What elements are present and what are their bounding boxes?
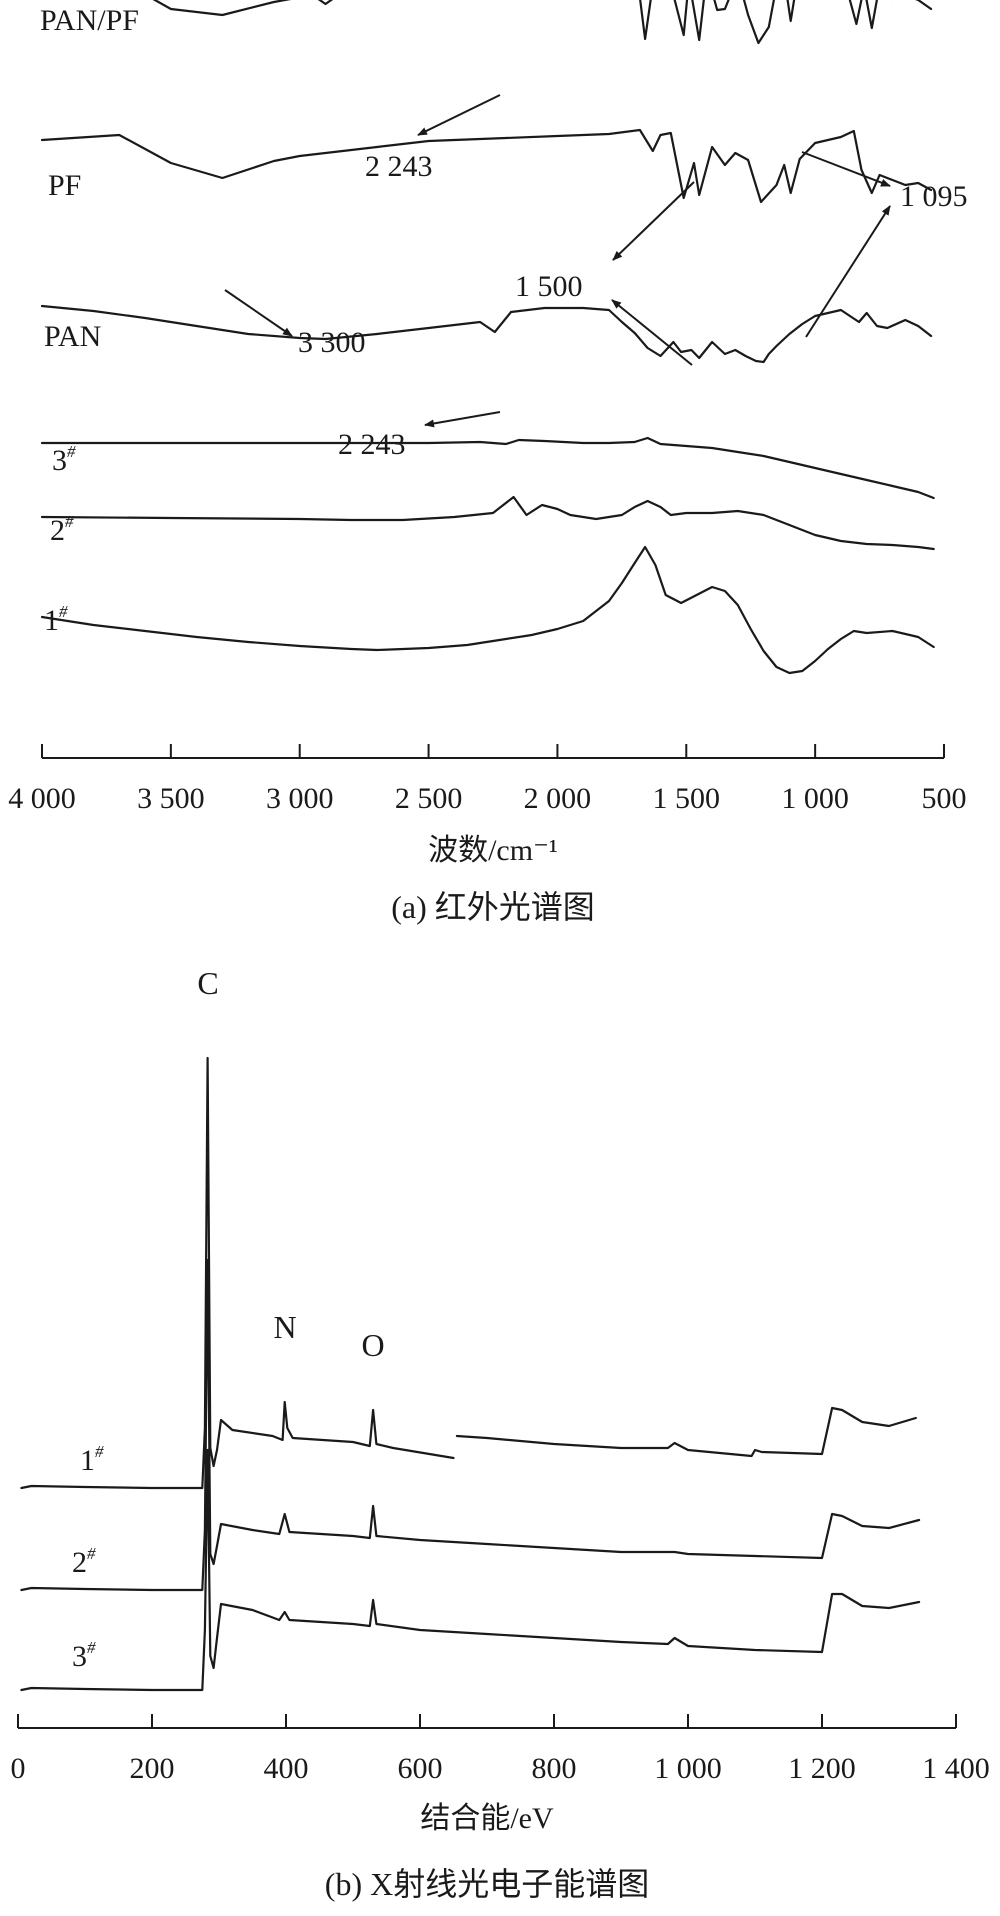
ir-spectrum-panel: PAN/PF PF PAN 3# 2# 1# 2 243 3 300 1 500…	[8, 0, 968, 925]
ir-trace-sample-3	[40, 436, 935, 500]
annotation-1095: 1 095	[900, 180, 968, 213]
arrow-1500-upper	[612, 181, 695, 261]
ir-x-tick-label: 3 500	[137, 782, 205, 815]
xps-trace-sample-2	[20, 1258, 921, 1592]
arrow-1500-lower	[611, 299, 693, 366]
xps-spectrum-panel: C N O 1# 2# 3# 0 200 400 600 800 1 000 1 200 1 …	[11, 965, 990, 1902]
annotation-1500: 1 500	[515, 270, 583, 303]
ir-trace-pan-pf	[152, 0, 933, 45]
series-label-ir-3: 3#	[52, 442, 76, 477]
ir-x-tick-label: 4 000	[8, 782, 76, 815]
xps-x-tick-label: 800	[532, 1752, 577, 1785]
ir-trace-sample-1	[40, 545, 935, 675]
xps-x-tick-label: 200	[130, 1752, 175, 1785]
ir-x-tick-label: 3 000	[266, 782, 334, 815]
xps-trace-sample-3	[20, 1448, 921, 1692]
ir-x-axis-label: 波数/cm⁻¹	[428, 834, 558, 867]
ir-caption: (a) 红外光谱图	[391, 889, 595, 925]
ir-x-tick-label: 2 500	[395, 782, 463, 815]
series-label-ir-1: 1#	[44, 602, 68, 637]
arrow-2243-pan	[424, 411, 501, 428]
ir-x-tick-label: 1 500	[653, 782, 721, 815]
xps-x-tick-label: 600	[398, 1752, 443, 1785]
series-label-ir-2: 2#	[50, 512, 74, 547]
annotation-3300: 3 300	[298, 326, 366, 359]
xps-x-tick-label: 400	[264, 1752, 309, 1785]
xps-trace-sample-1	[20, 1056, 917, 1490]
peak-label-c: C	[197, 965, 218, 1001]
xps-caption: (b) X射线光电子能谱图	[325, 1866, 649, 1902]
xps-series-label-3: 3#	[72, 1638, 96, 1673]
xps-x-tick-label: 0	[11, 1752, 26, 1785]
xps-x-axis-label: 结合能/eV	[420, 1802, 554, 1835]
arrow-1095-lower	[805, 205, 891, 338]
xps-x-tick-label: 1 200	[788, 1752, 856, 1785]
xps-x-tick-label: 1 400	[922, 1752, 990, 1785]
annotation-2243-pan: 2 243	[338, 428, 406, 461]
arrow-3300	[224, 289, 293, 337]
arrow-1095-upper	[801, 151, 891, 187]
xps-x-tick-label: 1 000	[654, 1752, 722, 1785]
peak-label-n: N	[273, 1309, 296, 1345]
ir-x-tick-label: 1 000	[781, 782, 849, 815]
series-label-pan: PAN	[44, 320, 101, 353]
xps-x-ticks: 0 200 400 600 800 1 000 1 200 1 400	[11, 1714, 990, 1785]
xps-series-label-2: 2#	[72, 1544, 96, 1579]
series-label-pf: PF	[48, 169, 81, 202]
ir-x-tick-label: 500	[922, 782, 967, 815]
ir-trace-pan	[40, 304, 933, 364]
peak-label-o: O	[361, 1327, 384, 1363]
ir-trace-pf	[40, 128, 933, 204]
ir-trace-sample-2	[40, 495, 935, 551]
series-label-pan-pf: PAN/PF	[40, 4, 139, 37]
ir-x-ticks: 4 000 3 500 3 000 2 500 2 000 1 500 1 000 500	[8, 744, 967, 815]
xps-series-label-1: 1#	[80, 1442, 104, 1477]
ir-x-tick-label: 2 000	[524, 782, 592, 815]
annotation-2243-pan-pf: 2 243	[365, 150, 433, 183]
arrow-2243-pan-pf	[417, 94, 501, 136]
